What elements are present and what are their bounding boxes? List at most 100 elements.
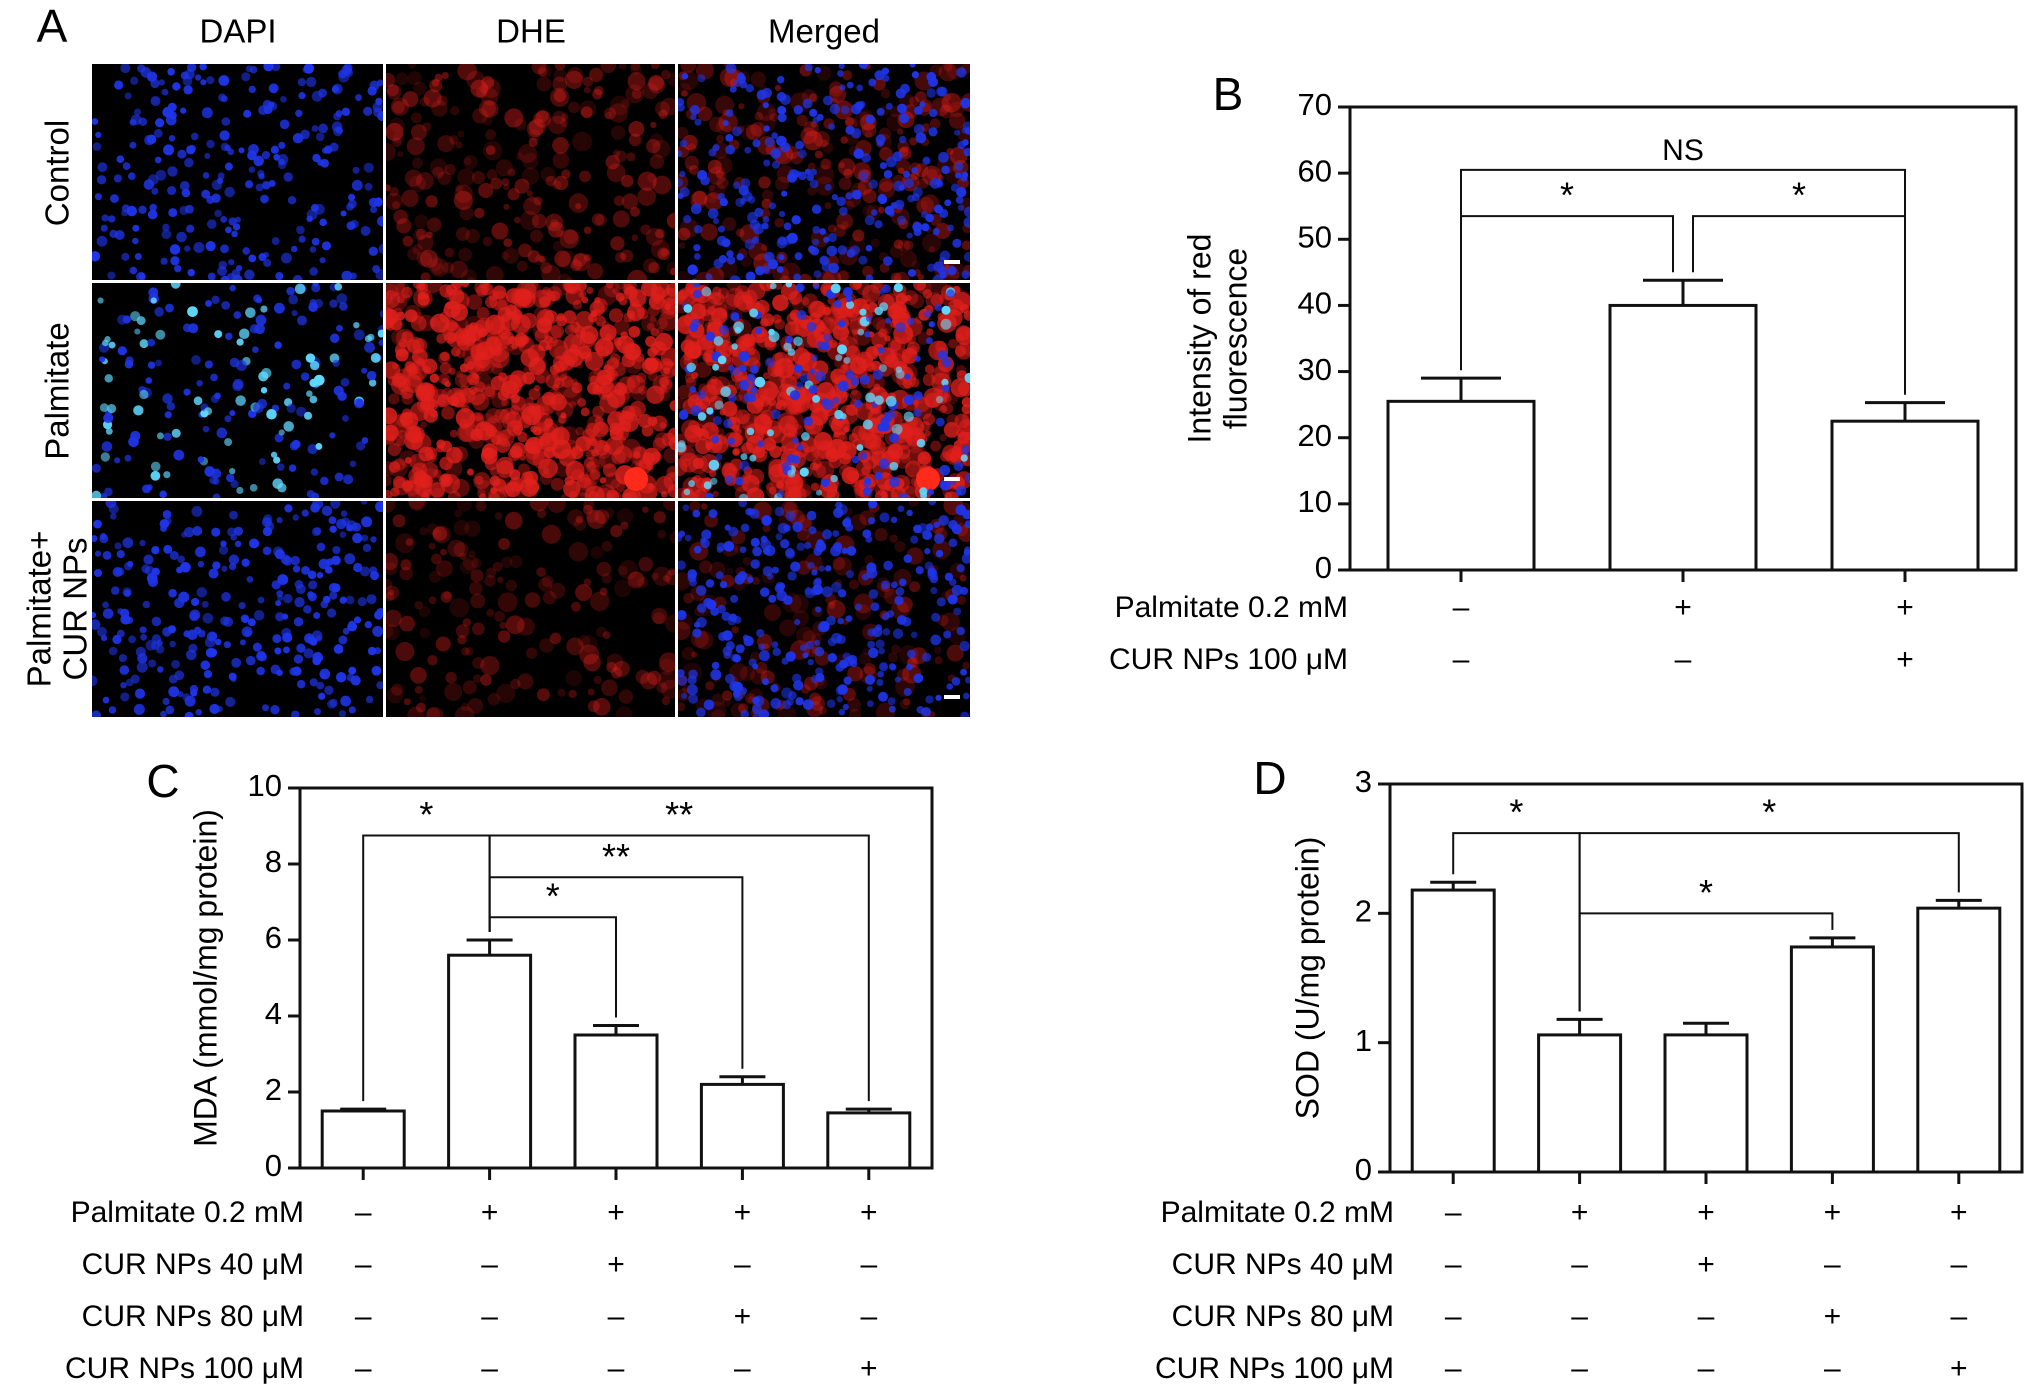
red-cell	[739, 665, 756, 682]
nucleus	[941, 384, 950, 393]
y-tick-label: 2	[265, 1072, 282, 1107]
nucleus	[728, 526, 739, 537]
nucleus	[743, 392, 754, 403]
nucleus	[320, 476, 329, 486]
red-cell	[609, 95, 630, 116]
nucleus	[693, 224, 703, 234]
red-cell	[926, 168, 938, 180]
red-cell	[843, 168, 853, 179]
nucleus	[132, 224, 140, 232]
red-cell	[518, 144, 538, 164]
nucleus	[256, 666, 265, 676]
nucleus	[262, 526, 273, 537]
nucleus	[813, 270, 822, 278]
nucleus	[92, 710, 101, 717]
red-cell	[457, 634, 467, 645]
nucleus	[708, 459, 720, 471]
nucleus	[843, 356, 851, 364]
nucleus	[875, 624, 883, 631]
red-cell	[649, 296, 659, 307]
nucleus	[283, 172, 293, 182]
nucleus	[865, 244, 873, 252]
nucleus	[822, 95, 833, 106]
red-cell	[822, 306, 832, 316]
nucleus	[348, 706, 356, 714]
nucleus	[935, 417, 945, 427]
red-cell	[436, 394, 451, 408]
red-cell	[631, 89, 642, 99]
nucleus	[739, 379, 750, 391]
red-cell	[738, 334, 756, 352]
nucleus	[865, 114, 875, 124]
nucleus	[182, 693, 191, 702]
nucleus	[925, 523, 934, 531]
red-cell	[630, 64, 641, 72]
red-cell	[560, 412, 567, 419]
nucleus	[168, 208, 178, 218]
red-cell	[613, 319, 630, 336]
nucleus	[209, 476, 218, 485]
nucleus	[309, 360, 320, 371]
nucleus	[261, 367, 272, 379]
nucleus	[830, 283, 841, 294]
red-cell	[440, 591, 453, 603]
red-cell	[479, 283, 489, 290]
nucleus	[793, 105, 804, 115]
red-cell	[829, 80, 843, 94]
red-cell	[524, 438, 540, 454]
nucleus	[220, 216, 228, 223]
red-cell	[760, 318, 769, 327]
nucleus	[867, 517, 876, 525]
red-cell	[465, 647, 474, 656]
red-cell	[609, 422, 622, 435]
nucleus	[280, 554, 291, 565]
red-cell	[798, 273, 812, 282]
nucleus	[250, 539, 260, 548]
red-cell	[557, 688, 566, 697]
red-cell	[456, 370, 464, 378]
red-cell	[855, 283, 871, 296]
nucleus	[714, 400, 724, 410]
red-cell	[863, 663, 876, 676]
nucleus	[232, 378, 244, 390]
nucleus	[735, 197, 745, 208]
red-cell	[450, 346, 461, 357]
red-cell	[599, 393, 619, 414]
red-cell	[754, 111, 764, 121]
nucleus	[92, 611, 97, 619]
nucleus	[258, 252, 267, 262]
red-cell	[534, 255, 545, 266]
red-cell	[635, 305, 642, 312]
nucleus	[184, 245, 191, 252]
nucleus	[745, 271, 756, 282]
nucleus	[271, 237, 280, 246]
nucleus	[858, 170, 869, 182]
red-cell	[532, 113, 543, 124]
red-cell	[888, 303, 904, 320]
red-cell	[783, 501, 797, 515]
nucleus	[117, 314, 128, 325]
red-cell	[684, 424, 703, 443]
red-cell	[600, 64, 617, 74]
red-cell	[599, 324, 617, 342]
red-cell	[963, 422, 970, 434]
nucleus	[862, 487, 872, 496]
red-cell	[592, 698, 611, 716]
nucleus	[272, 634, 282, 644]
red-cell	[909, 137, 918, 146]
nucleus	[197, 560, 205, 568]
nucleus	[681, 692, 688, 699]
red-cell	[412, 81, 427, 96]
nucleus	[832, 507, 844, 518]
red-cell	[660, 357, 674, 372]
nucleus	[879, 662, 888, 672]
red-cell	[631, 234, 639, 242]
red-cell	[491, 392, 508, 409]
red-cell	[567, 509, 584, 526]
red-cell	[820, 158, 832, 170]
red-cell	[809, 462, 819, 471]
red-cell	[903, 240, 914, 251]
nucleus	[228, 554, 240, 565]
micrograph-tile	[678, 501, 970, 717]
nucleus	[692, 283, 701, 288]
